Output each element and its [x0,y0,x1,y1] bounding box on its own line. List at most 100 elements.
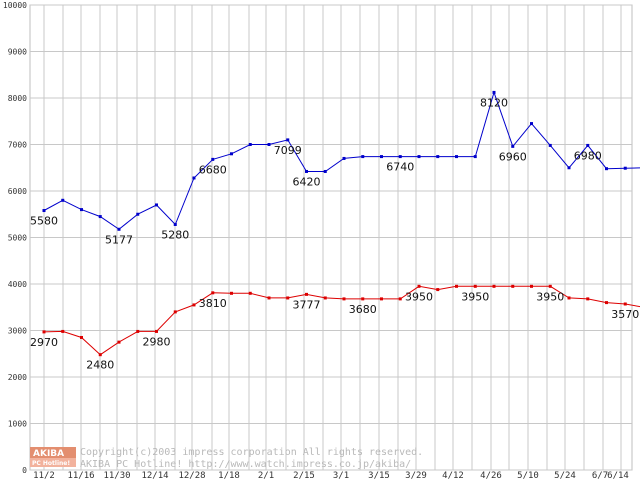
y-tick-label: 3000 [8,327,27,336]
watermark: AKIBA PC Hotline! Copyright(c)2003 impre… [30,447,423,470]
data-point [173,222,177,226]
data-label: 6740 [386,161,414,174]
data-point [98,353,102,357]
grid-lines [29,4,633,471]
data-point [398,155,402,159]
data-point [436,288,440,292]
data-point [455,284,458,288]
data-point [192,176,196,180]
x-tick-label: 4/26 [480,471,502,480]
data-point [436,155,440,159]
data-point [211,157,215,161]
data-label: 6960 [499,150,527,163]
data-label: 3570 [611,308,639,321]
x-tick-label: 2/15 [293,471,315,480]
x-tick-label: 3/15 [368,471,390,480]
series-line [43,90,640,230]
data-point [586,297,590,301]
data-point [155,203,158,207]
data-point [80,335,83,339]
data-point [567,166,571,170]
data-point [586,143,590,147]
copyright-line: Copyright(c)2003 impress corporation All… [80,447,423,458]
x-tick-label: 3/1 [333,471,349,480]
data-point [492,284,496,288]
data-label: 6980 [574,149,602,162]
data-point [211,291,215,295]
data-point [380,297,383,301]
data-point [136,329,140,333]
data-point [42,330,46,334]
data-label: 5280 [161,228,189,241]
series-group: 5580 5177 5280 6680 7099 6420 6740 8120 6960 6980… [30,90,640,372]
y-tick-label: 8000 [8,94,27,103]
data-point [80,208,83,212]
hotline-url-line: AKIBA PC Hotline! http://www.watch.impre… [80,459,411,470]
data-label: 6420 [293,175,321,188]
data-point [567,296,571,300]
data-point [380,155,383,159]
data-point [455,155,458,159]
data-point [548,143,552,147]
data-point [192,303,196,307]
x-tick-label: 12/28 [178,471,205,480]
data-point [511,284,515,288]
data-point [473,155,477,159]
x-tick-label: 1/18 [218,471,240,480]
series-2: 2970 2480 2980 3810 3777 3680 3950 3950 3950 3570 [30,284,640,372]
x-tick-label: 6/7 [592,471,608,480]
series-1: 5580 5177 5280 6680 7099 6420 6740 8120 6960 6980… [30,90,640,246]
y-tick-label: 5000 [8,234,27,243]
logo-top-text: AKIBA [33,449,64,459]
data-point [361,155,365,159]
data-point [42,209,46,213]
data-point [117,227,121,231]
data-point [117,340,121,344]
data-point [530,122,533,126]
data-label: 5177 [105,233,133,246]
x-tick-label: 6/14 [607,471,629,480]
x-axis: 11/2 11/16 11/30 12/14 12/28 1/18 2/1 2/15 3/1 3/… [33,471,629,480]
y-tick-label: 1000 [8,420,27,429]
data-point [248,143,252,146]
data-point [286,138,290,142]
data-point [342,297,346,301]
data-point [530,284,533,288]
data-point [417,155,421,159]
data-point [623,302,627,306]
data-label: 5580 [30,215,58,228]
data-label: 2480 [86,359,114,372]
data-label: 3680 [349,303,377,316]
y-tick-label: 4000 [8,280,27,289]
data-point [417,284,421,288]
x-tick-label: 11/30 [103,471,130,480]
data-point [305,292,308,296]
data-point [623,166,627,170]
data-point [361,297,365,301]
y-tick-label: 2000 [8,373,27,382]
data-point [492,90,496,94]
data-point [511,144,515,148]
x-tick-label: 11/2 [33,471,55,480]
data-point [323,169,327,173]
x-tick-label: 5/24 [554,471,576,480]
data-point [398,297,402,301]
data-label: 3950 [536,290,564,303]
y-axis: 0 1000 2000 3000 4000 5000 6000 7000 8000 9000 100… [3,1,27,475]
data-point [605,301,608,305]
x-tick-label: 11/16 [67,471,94,480]
data-point [605,167,608,171]
x-tick-label: 2/1 [258,471,274,480]
data-label: 6680 [199,163,227,176]
data-label: 3810 [199,297,227,310]
data-point [473,284,477,288]
data-point [61,329,65,333]
data-point [305,169,308,173]
data-label: 3950 [461,290,489,303]
y-tick-label: 6000 [8,187,27,196]
data-point [98,215,102,219]
y-tick-label: 9000 [8,48,27,57]
x-tick-label: 12/14 [141,471,168,480]
y-tick-label: 0 [22,466,27,475]
data-label: 7099 [274,144,302,157]
